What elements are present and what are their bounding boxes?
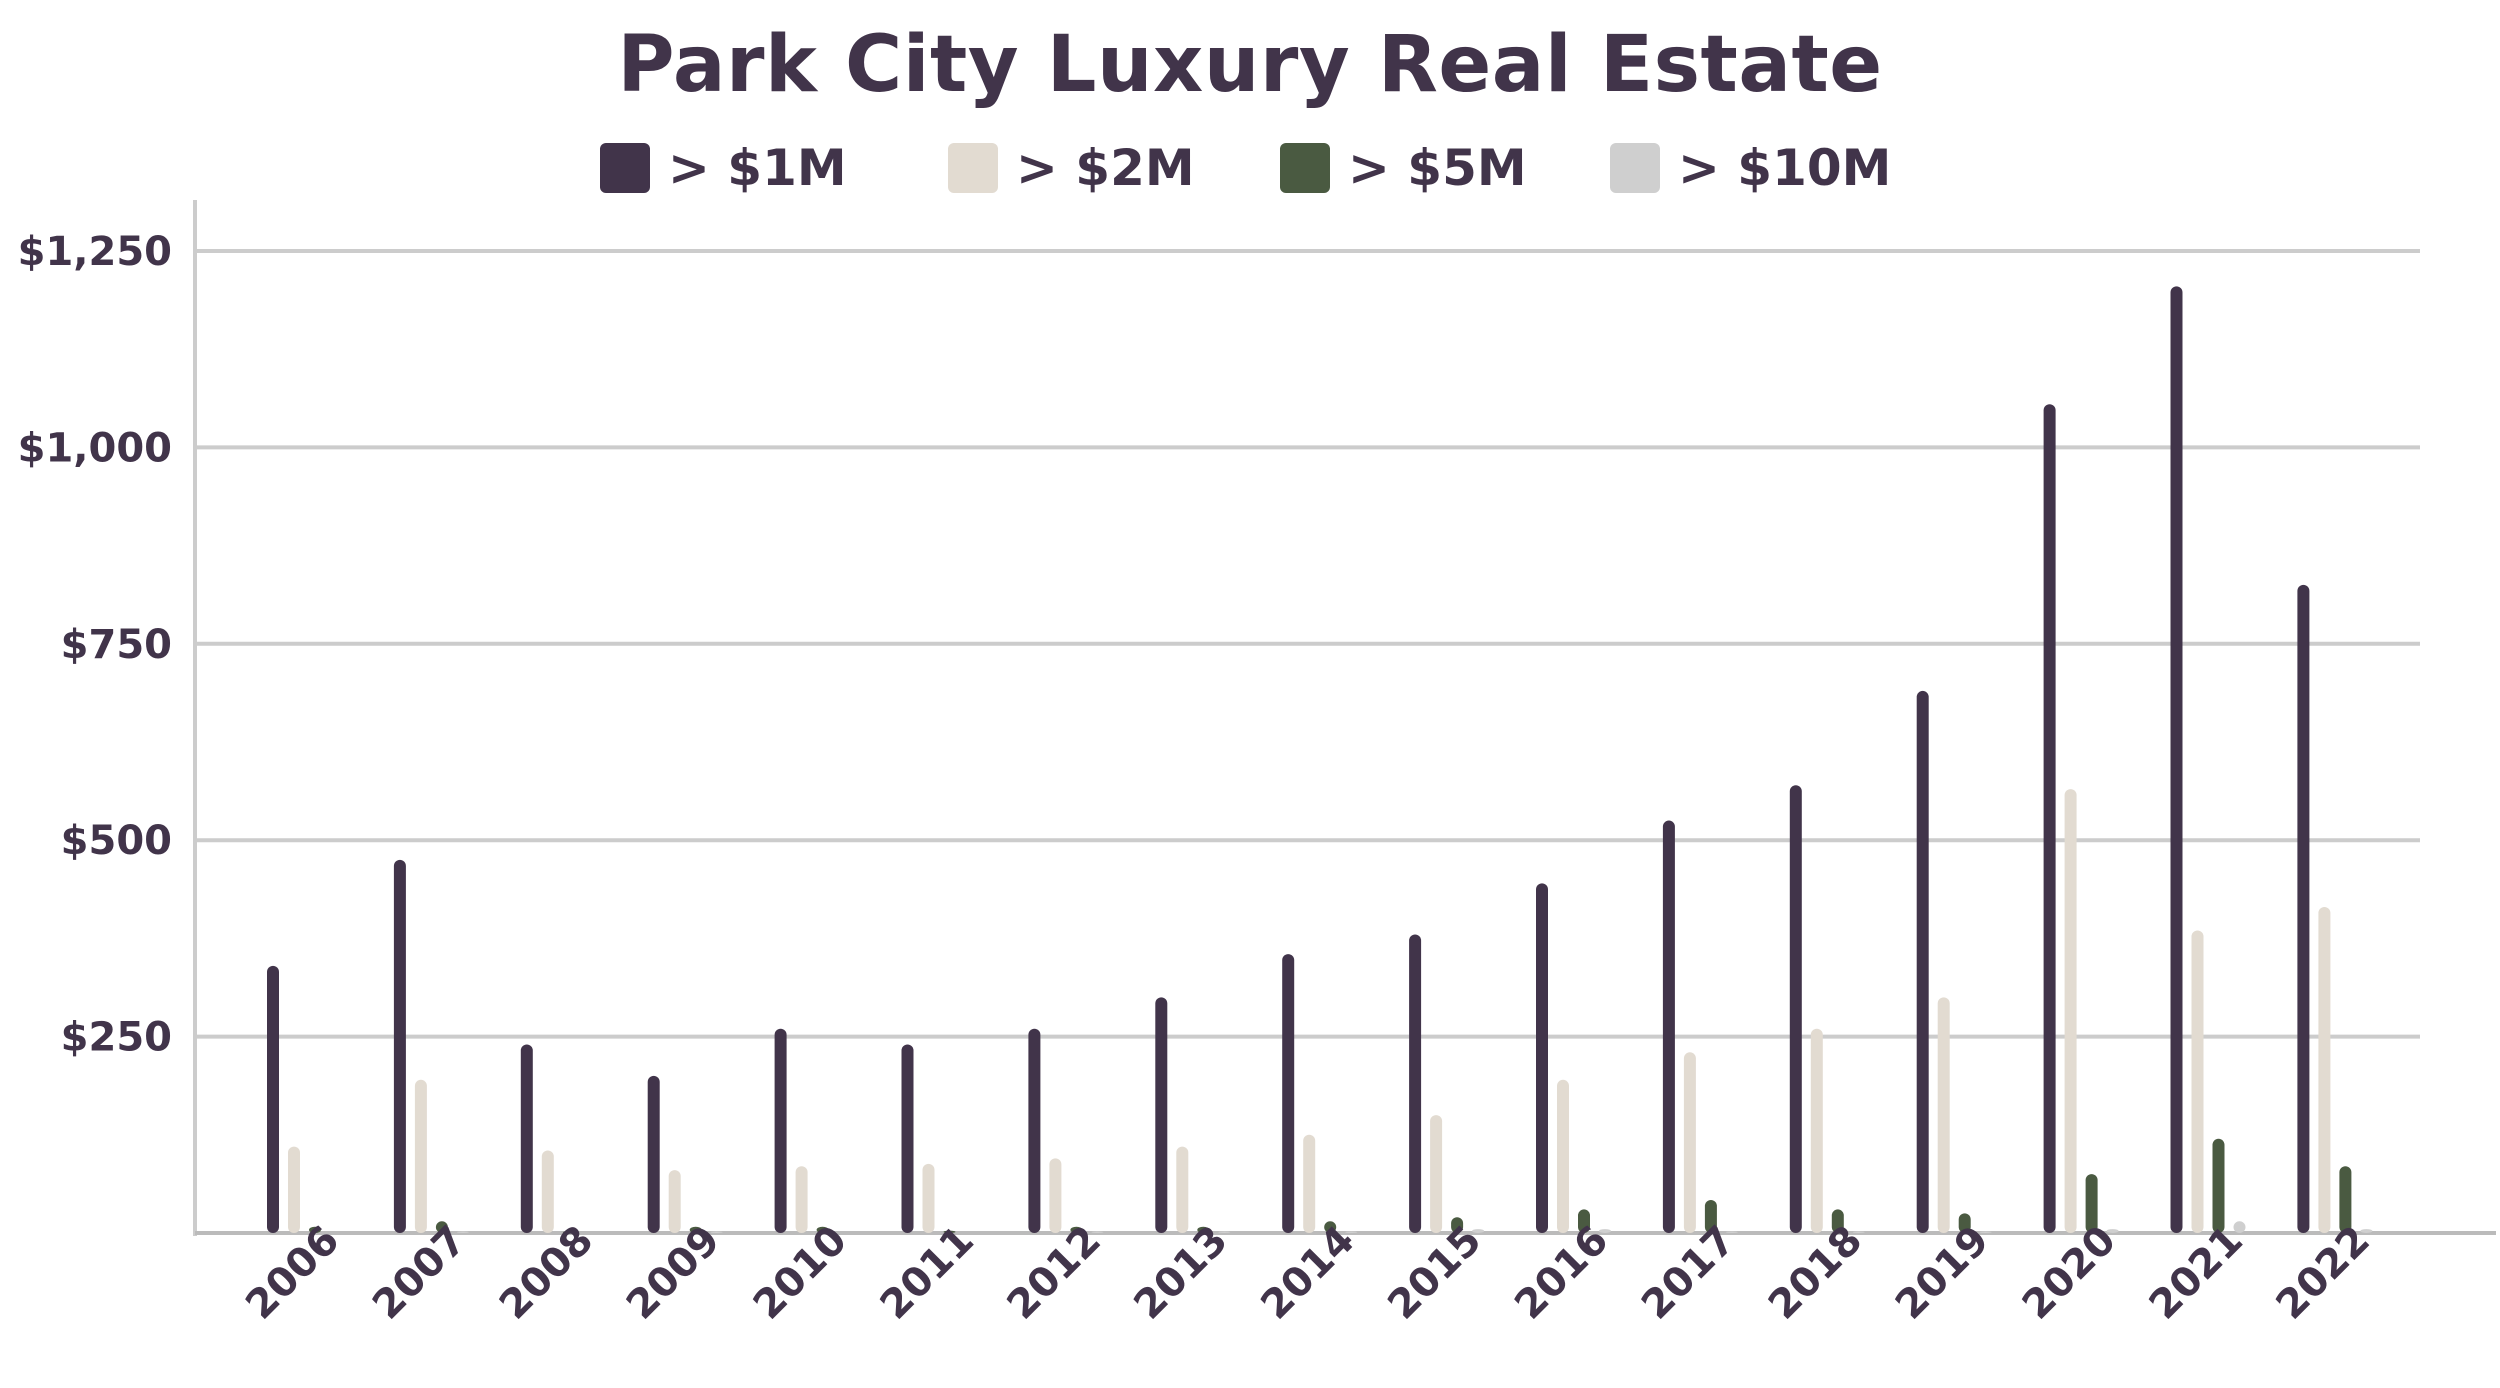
bar	[309, 1226, 321, 1233]
bar	[689, 1226, 702, 1233]
bar	[2191, 930, 2204, 1233]
legend-label-2m: > $2M	[1016, 139, 1195, 197]
bar	[2043, 404, 2056, 1233]
bar	[1409, 934, 1422, 1233]
bar	[710, 1231, 723, 1233]
bar	[2360, 1229, 2373, 1233]
bar	[647, 1075, 660, 1233]
y-tick-label: $1,000	[18, 425, 172, 471]
bar	[2212, 1138, 2225, 1233]
legend-item-10m: > $10M	[1610, 138, 1891, 198]
bar	[1979, 1231, 1992, 1233]
bar	[1810, 1028, 1823, 1233]
bar	[1345, 1231, 1358, 1233]
bar	[2106, 1229, 2119, 1233]
bar	[668, 1170, 681, 1233]
bar	[1303, 1134, 1316, 1233]
bar	[520, 1044, 533, 1233]
bar	[541, 1150, 554, 1233]
legend-item-2m: > $2M	[948, 138, 1195, 198]
bar	[1578, 1209, 1590, 1233]
bar	[1197, 1226, 1210, 1233]
bar	[2233, 1221, 2246, 1233]
bar	[1028, 1028, 1041, 1233]
y-tick-label: $750	[61, 622, 172, 668]
bar	[1557, 1079, 1569, 1233]
y-tick-label: $500	[61, 818, 172, 864]
bar	[1324, 1221, 1337, 1233]
bar	[816, 1226, 829, 1233]
bar	[435, 1221, 448, 1233]
bar	[1176, 1146, 1189, 1233]
bar	[267, 965, 279, 1233]
bar	[2064, 789, 2077, 1233]
legend-swatch-10m	[1610, 143, 1660, 193]
bar	[562, 1231, 575, 1233]
bar	[1451, 1217, 1464, 1233]
legend-label-5m: > $5M	[1348, 139, 1527, 197]
bar	[922, 1163, 935, 1233]
bar	[1091, 1231, 1104, 1233]
bar	[1049, 1158, 1062, 1233]
bar	[1472, 1229, 1485, 1233]
legend: > $1M > $2M > $5M > $10M	[600, 138, 2000, 198]
bar	[1218, 1231, 1231, 1233]
bar	[288, 1146, 300, 1233]
bar	[414, 1079, 427, 1233]
bar	[2170, 286, 2183, 1233]
bar	[2339, 1166, 2352, 1233]
bar	[1536, 883, 1548, 1233]
legend-label-1m: > $1M	[668, 139, 847, 197]
legend-swatch-5m	[1280, 143, 1330, 193]
bar	[2297, 584, 2310, 1233]
bar	[1725, 1231, 1738, 1233]
y-tick-label: $1,250	[18, 229, 172, 275]
legend-swatch-1m	[600, 143, 650, 193]
bar	[1958, 1213, 1971, 1233]
bar	[1852, 1231, 1865, 1233]
bar	[1599, 1229, 1611, 1233]
bar	[2318, 906, 2331, 1233]
bar	[1789, 785, 1802, 1233]
bar	[1831, 1209, 1844, 1233]
bar	[901, 1044, 914, 1233]
legend-item-5m: > $5M	[1280, 138, 1527, 198]
y-tick-label: $250	[61, 1015, 172, 1061]
bar	[1282, 954, 1295, 1233]
bar	[1662, 820, 1675, 1233]
bar	[456, 1231, 469, 1233]
bar	[2085, 1174, 2098, 1233]
bar	[795, 1166, 808, 1233]
legend-item-1m: > $1M	[600, 138, 847, 198]
chart-title: Park City Luxury Real Estate	[617, 20, 1883, 110]
legend-swatch-2m	[948, 143, 998, 193]
bar	[1155, 997, 1168, 1233]
bar	[1937, 997, 1950, 1233]
bar	[1683, 1052, 1696, 1233]
bar	[1430, 1115, 1443, 1233]
legend-label-10m: > $10M	[1678, 139, 1892, 197]
bar	[774, 1028, 787, 1233]
bar	[1916, 690, 1929, 1233]
bar	[943, 1230, 956, 1233]
bar	[1704, 1200, 1717, 1233]
bar	[1070, 1226, 1083, 1233]
bar	[393, 859, 406, 1233]
